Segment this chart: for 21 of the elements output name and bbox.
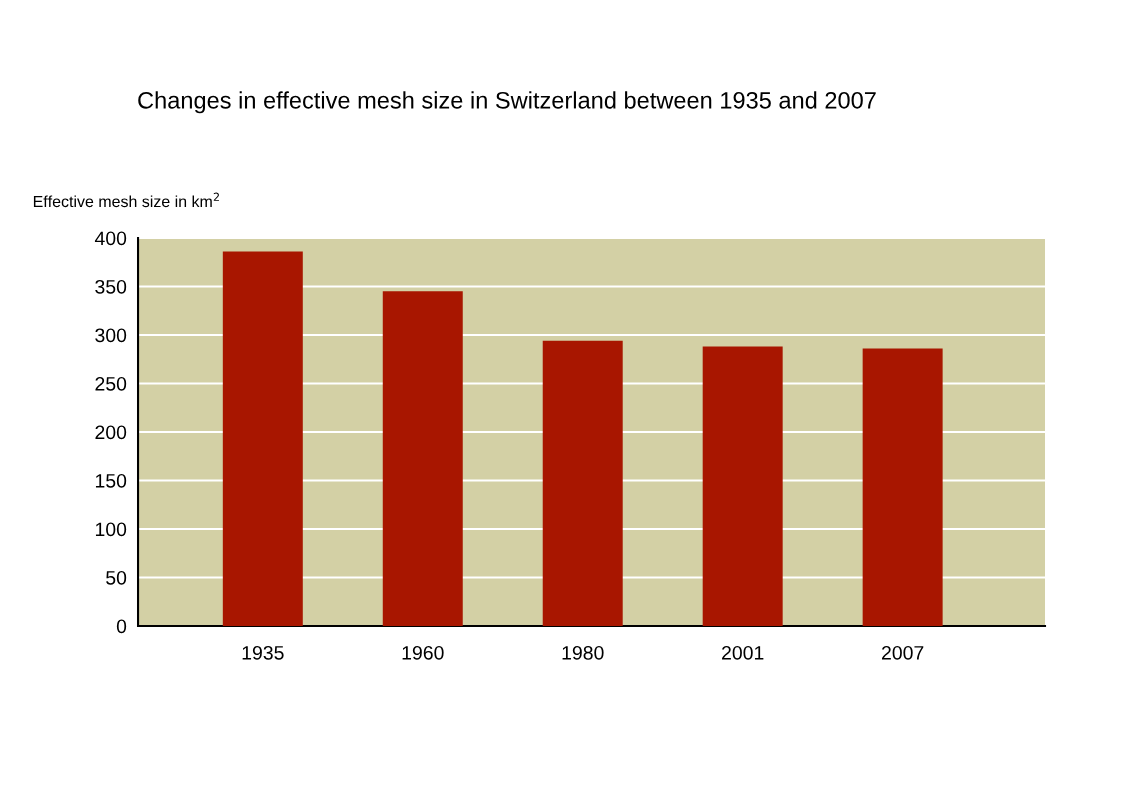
y-axis-title: Effective mesh size in km$^{2}$ — [33, 192, 219, 208]
x-tick-label: 1960 — [402, 645, 444, 660]
y-tick-label: 0 — [116, 619, 127, 634]
y-tick-label: 150 — [95, 473, 127, 488]
y-tick-label: 250 — [95, 376, 127, 391]
chart-title: Changes in effective mesh size in Switzerland between 1935 and 2007 — [138, 91, 876, 114]
bar — [702, 346, 783, 626]
bar — [222, 251, 303, 626]
y-tick-label: 200 — [95, 425, 127, 440]
x-tick-label: 2001 — [722, 645, 764, 660]
x-tick-label: 1980 — [562, 645, 604, 660]
bar — [382, 291, 463, 626]
bar — [542, 340, 623, 626]
y-tick-label: 400 — [94, 231, 127, 246]
y-tick-label: 50 — [106, 570, 127, 585]
x-tick-label: 2007 — [882, 645, 924, 660]
y-tick-label: 350 — [95, 279, 127, 294]
y-tick-label: 300 — [95, 328, 127, 343]
x-tick-label: 1935 — [242, 645, 284, 660]
y-tick-label: 100 — [95, 522, 127, 537]
bar — [862, 348, 943, 626]
